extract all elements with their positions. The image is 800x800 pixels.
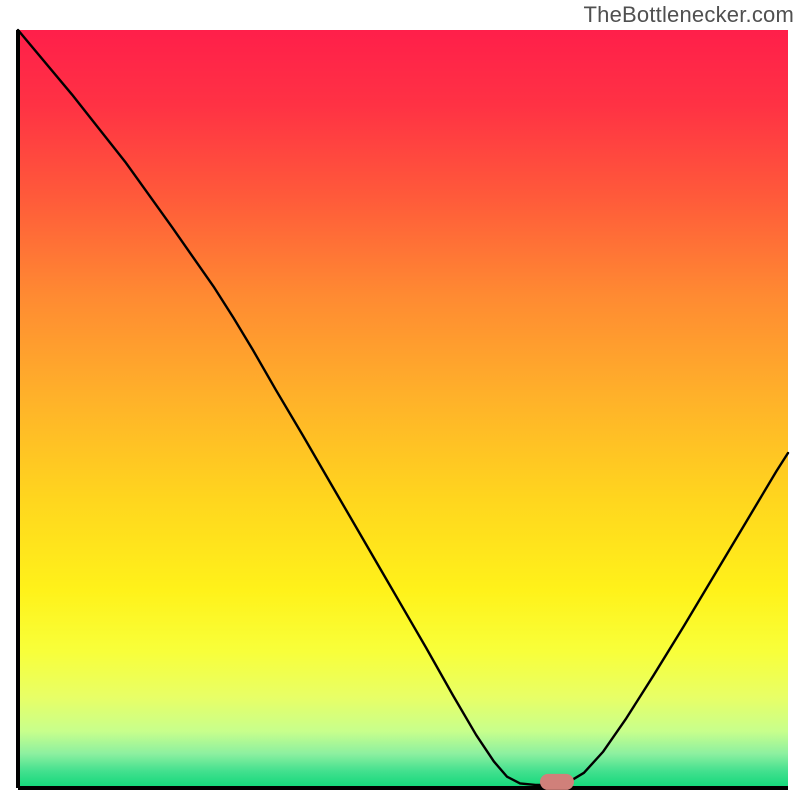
optimum-marker: [540, 774, 574, 790]
gradient-chart: [0, 0, 800, 800]
chart-container: TheBottlenecker.com: [0, 0, 800, 800]
plot-background: [18, 30, 788, 788]
watermark-text: TheBottlenecker.com: [584, 2, 794, 28]
